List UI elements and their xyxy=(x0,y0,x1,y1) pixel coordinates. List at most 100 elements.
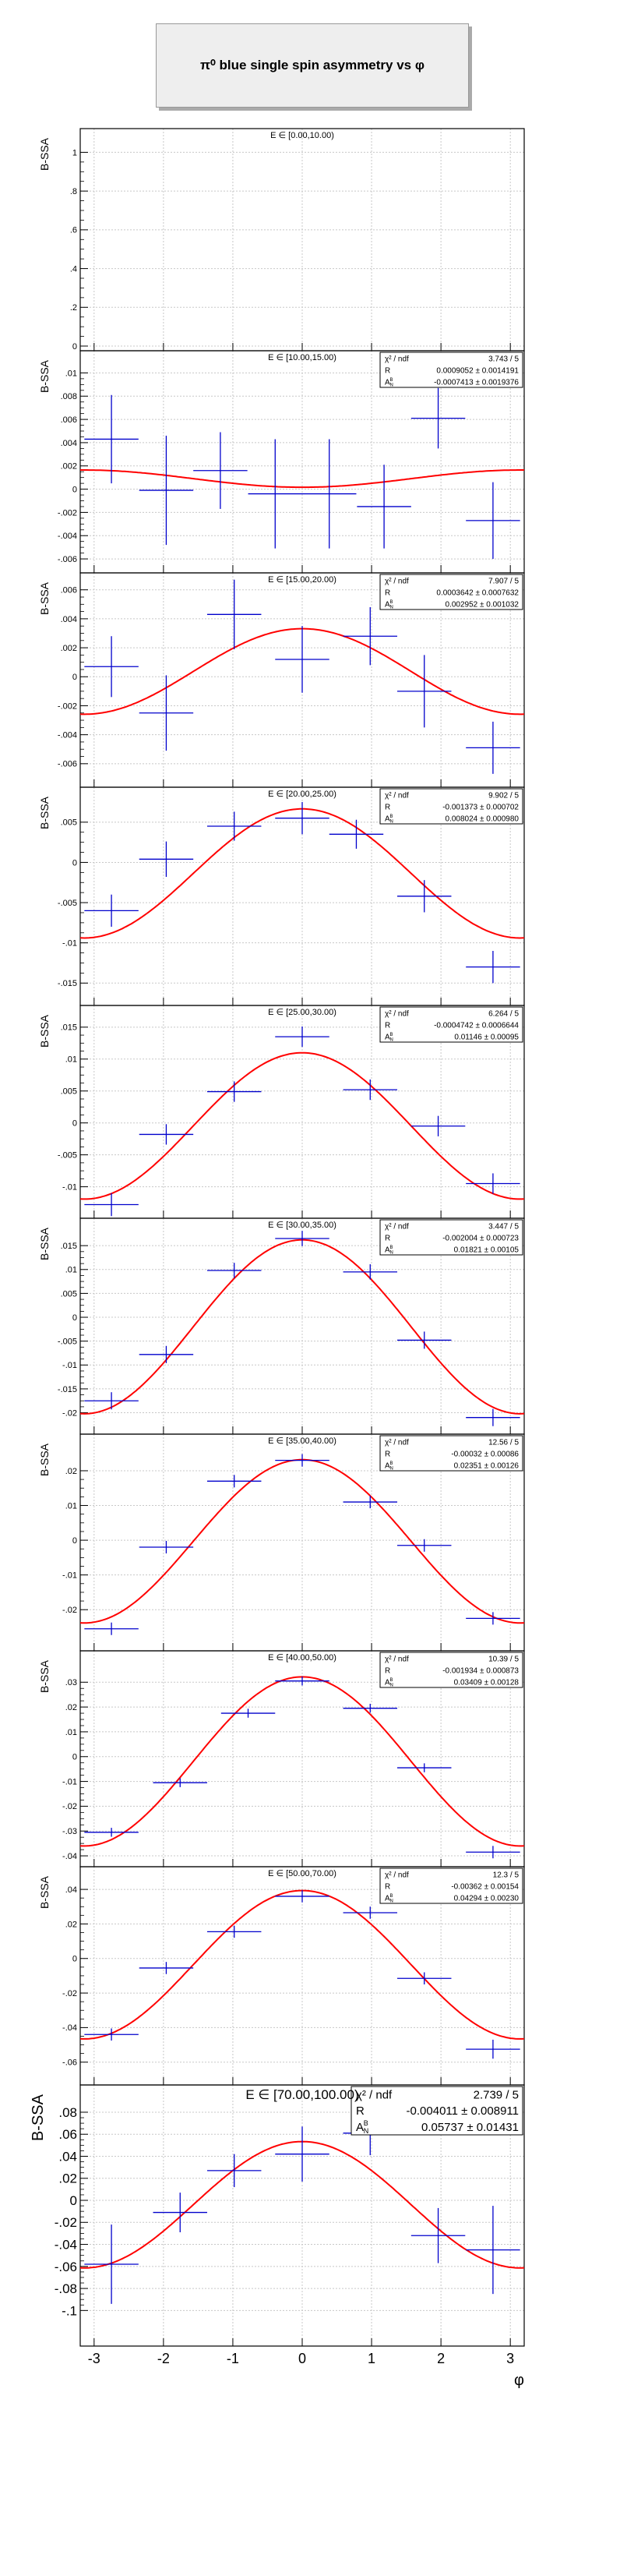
stats-label-sub: N xyxy=(390,1899,393,1903)
y-axis-label: B-SSA xyxy=(38,137,51,171)
y-axis-label: B-SSA xyxy=(30,2094,47,2141)
stats-value: 3.743 / 5 xyxy=(488,355,519,363)
stats-value: 7.907 / 5 xyxy=(488,577,519,585)
stats-value: -0.0004742 ± 0.0006644 xyxy=(434,1021,519,1030)
stats-value: 0.0009052 ± 0.0014191 xyxy=(436,366,519,375)
stats-label: A xyxy=(385,1894,390,1903)
stats-label: A xyxy=(385,1461,390,1470)
y-tick-label: .008 xyxy=(61,392,77,401)
x-tick-label: 3 xyxy=(506,2351,514,2366)
stats-value: 0.008024 ± 0.000980 xyxy=(446,814,520,823)
stats-label-sub: N xyxy=(390,1466,393,1471)
y-axis-label: B-SSA xyxy=(38,1227,51,1260)
stats-label: R xyxy=(356,2104,365,2118)
y-tick-label: .002 xyxy=(61,462,77,472)
stats-value: 9.902 / 5 xyxy=(488,791,519,800)
stats-label: R xyxy=(385,366,390,375)
x-tick-label: -2 xyxy=(157,2351,170,2366)
y-tick-label: 0 xyxy=(72,673,77,682)
y-tick-label: -.005 xyxy=(58,1150,77,1160)
stats-label: R xyxy=(385,1234,390,1242)
stats-value: -0.0007413 ± 0.0019376 xyxy=(434,378,519,387)
stats-value: 0.002952 ± 0.001032 xyxy=(446,600,520,609)
y-tick-label: -.1 xyxy=(62,2303,77,2318)
stats-value: 0.0003642 ± 0.0007632 xyxy=(436,588,519,597)
y-tick-label: -.01 xyxy=(62,1777,77,1786)
title-box: π⁰ blue single spin asymmetry vs φ xyxy=(156,23,469,108)
y-tick-label: -.004 xyxy=(58,532,77,541)
stats-box xyxy=(379,1006,523,1043)
stats-value: -0.004011 ± 0.008911 xyxy=(407,2104,519,2118)
y-tick-label: -.01 xyxy=(62,939,77,949)
stats-label-sub: N xyxy=(390,605,393,610)
y-axis-label: B-SSA xyxy=(38,1875,51,1909)
x-tick-label: 2 xyxy=(437,2351,445,2366)
panel-label: E ∈ [20.00,25.00) xyxy=(268,790,336,799)
y-tick-label: .02 xyxy=(65,1703,77,1712)
y-tick-label: 0 xyxy=(72,1313,77,1323)
y-tick-label: .015 xyxy=(61,1242,77,1251)
y-tick-label: .006 xyxy=(61,586,77,595)
stats-box xyxy=(379,574,523,610)
y-tick-label: .005 xyxy=(61,1087,77,1097)
y-tick-label: -.04 xyxy=(55,2238,77,2253)
chart-title: π⁰ blue single spin asymmetry vs φ xyxy=(199,58,425,72)
stats-label-sub: N xyxy=(390,819,393,824)
stats-box xyxy=(379,1435,523,1472)
y-tick-label: .6 xyxy=(70,226,77,235)
y-tick-label: .01 xyxy=(65,1728,77,1737)
y-tick-label: -.02 xyxy=(55,2215,77,2230)
panel-9 xyxy=(79,2084,525,2347)
panel-label: E ∈ [35.00,40.00) xyxy=(268,1436,336,1446)
stats-label-sub: N xyxy=(390,1037,393,1042)
y-tick-label: .4 xyxy=(70,264,77,274)
stats-label: A xyxy=(385,1033,390,1041)
y-tick-label: .8 xyxy=(70,187,77,196)
x-tick-label: -1 xyxy=(227,2351,239,2366)
stats-box xyxy=(351,2086,523,2136)
stats-value: 0.02351 ± 0.00126 xyxy=(454,1461,520,1470)
stats-box xyxy=(379,1652,523,1688)
y-tick-label: 0 xyxy=(72,1955,77,1964)
stats-label: R xyxy=(385,1450,390,1458)
stats-value: -0.00362 ± 0.00154 xyxy=(451,1882,519,1891)
stats-value: 0.03409 ± 0.00128 xyxy=(454,1678,520,1687)
y-tick-label: .01 xyxy=(65,1266,77,1275)
stats-label: A xyxy=(385,814,390,823)
y-tick-label: .02 xyxy=(58,2171,77,2186)
stats-label: A xyxy=(385,1246,390,1254)
stats-value: 12.3 / 5 xyxy=(493,1871,520,1879)
y-tick-label: .006 xyxy=(61,415,77,425)
y-tick-label: -.002 xyxy=(58,701,77,711)
stats-label-sub: N xyxy=(390,383,393,387)
stats-box xyxy=(379,788,523,825)
y-tick-label: -.015 xyxy=(58,1385,77,1394)
stats-label: χ² / ndf xyxy=(385,1222,409,1231)
stats-label-sup: B xyxy=(364,2119,368,2127)
stats-label-sup: B xyxy=(390,1894,393,1899)
stats-label-sub: N xyxy=(390,1250,393,1255)
stats-label: χ² / ndf xyxy=(385,791,409,800)
y-tick-label: .01 xyxy=(65,1055,77,1065)
y-tick-label: -.005 xyxy=(58,1337,77,1347)
y-tick-label: -.02 xyxy=(62,1606,77,1615)
stats-label: χ² / ndf xyxy=(385,355,409,363)
stats-label: A xyxy=(385,378,390,387)
fit-curve xyxy=(80,469,524,489)
stats-value: 6.264 / 5 xyxy=(488,1009,519,1018)
y-tick-label: -.006 xyxy=(58,760,77,769)
stats-label: R xyxy=(385,588,390,597)
stats-label: χ² / ndf xyxy=(356,2089,393,2102)
panel-label: E ∈ [25.00,30.00) xyxy=(268,1008,336,1017)
panel-label: E ∈ [40.00,50.00) xyxy=(268,1653,336,1663)
y-tick-label: 0 xyxy=(72,485,77,494)
y-axis-label: B-SSA xyxy=(38,581,51,615)
y-tick-label: 0 xyxy=(72,342,77,352)
y-tick-label: .02 xyxy=(65,1920,77,1929)
panel-8 xyxy=(79,1866,525,2086)
x-axis-label: φ xyxy=(514,2372,524,2389)
stats-label: χ² / ndf xyxy=(385,1655,409,1663)
panel-label: E ∈ [15.00,20.00) xyxy=(268,575,336,585)
stats-box xyxy=(379,352,523,388)
